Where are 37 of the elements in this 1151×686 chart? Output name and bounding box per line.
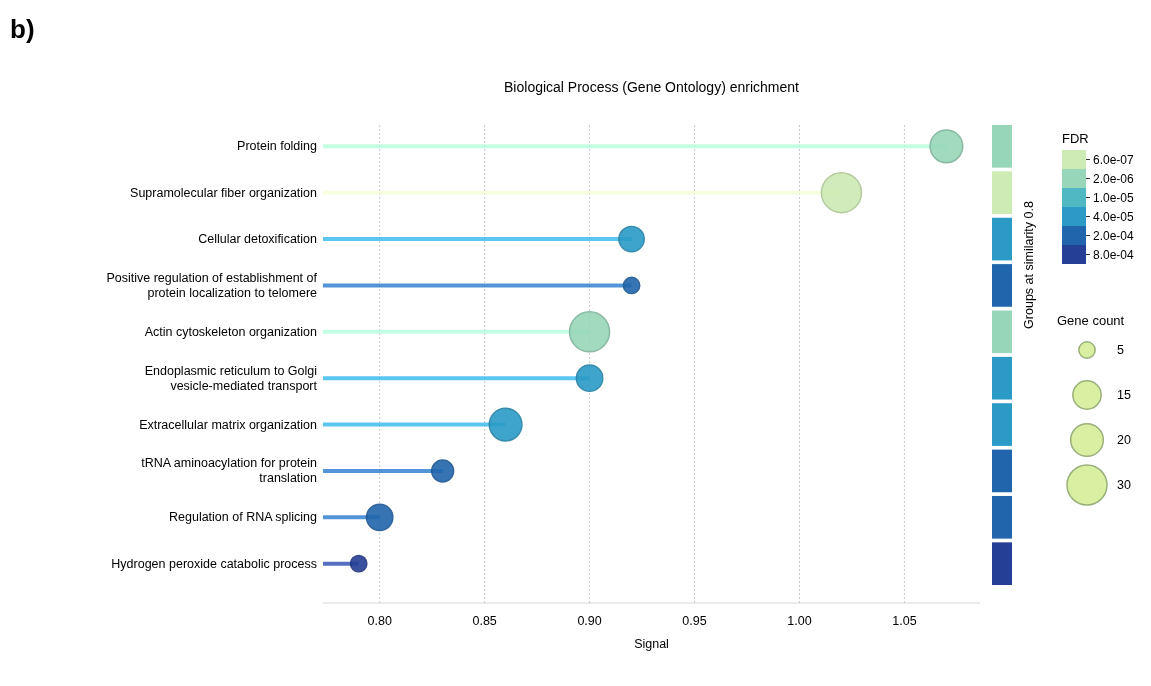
text: b) bbox=[10, 14, 35, 44]
y-tick-label: Hydrogen peroxide catabolic process bbox=[111, 556, 317, 571]
legend-label: 15 bbox=[1117, 388, 1131, 402]
legend-label: 30 bbox=[1117, 478, 1131, 492]
x-tick-label: 0.95 bbox=[682, 614, 707, 628]
x-tick-label: 1.05 bbox=[892, 614, 917, 628]
legend-label: 6.0e-07 bbox=[1093, 153, 1135, 167]
x-tick-label: 1.00 bbox=[787, 614, 812, 628]
point bbox=[575, 364, 604, 393]
point bbox=[430, 459, 455, 483]
point bbox=[618, 225, 645, 253]
y-tick-label: Extracellular matrix organization bbox=[139, 417, 318, 432]
legend-label: 8.0e-04 bbox=[1093, 248, 1135, 262]
y2-axis-title: Groups at similarity 0.8 bbox=[1022, 201, 1036, 329]
x-axis-title: Signal bbox=[634, 637, 669, 651]
legend-title: FDR bbox=[1062, 131, 1089, 146]
legend-label: 1.0e-05 bbox=[1093, 191, 1135, 205]
legend-label: 2.0e-06 bbox=[1093, 172, 1135, 186]
legend-label: 4.0e-05 bbox=[1093, 210, 1135, 224]
x-tick-label: 0.90 bbox=[577, 614, 602, 628]
y-tick-label: Endoplasmic reticulum to Golgi vesicle-mediated transport bbox=[144, 363, 318, 393]
point bbox=[349, 554, 368, 573]
text: Gene count bbox=[1057, 313, 1125, 328]
legend-label: 20 bbox=[1117, 433, 1131, 447]
legend-label: 5 bbox=[1117, 343, 1124, 357]
y-tick-label: Supramolecular fiber organization bbox=[130, 185, 318, 200]
x-tick-label: 0.85 bbox=[472, 614, 497, 628]
y-tick-label: Cellular detoxification bbox=[198, 232, 318, 247]
point bbox=[820, 171, 863, 214]
y-tick-label: tRNA aminoacylation for protein translation bbox=[141, 456, 318, 486]
y-tick-label: Positive regulation of establishment of protein localization to telomere bbox=[106, 270, 318, 300]
x-tick-label: 0.80 bbox=[367, 614, 392, 628]
y-tick-label: Actin cytoskeleton organization bbox=[144, 324, 318, 339]
y-tick-label: Protein folding bbox=[237, 139, 318, 154]
legend-label: 2.0e-04 bbox=[1093, 229, 1135, 243]
chart-title: Biological Process (Gene Ontology) enrichment bbox=[504, 79, 800, 95]
y-tick-label: Regulation of RNA splicing bbox=[169, 510, 318, 525]
